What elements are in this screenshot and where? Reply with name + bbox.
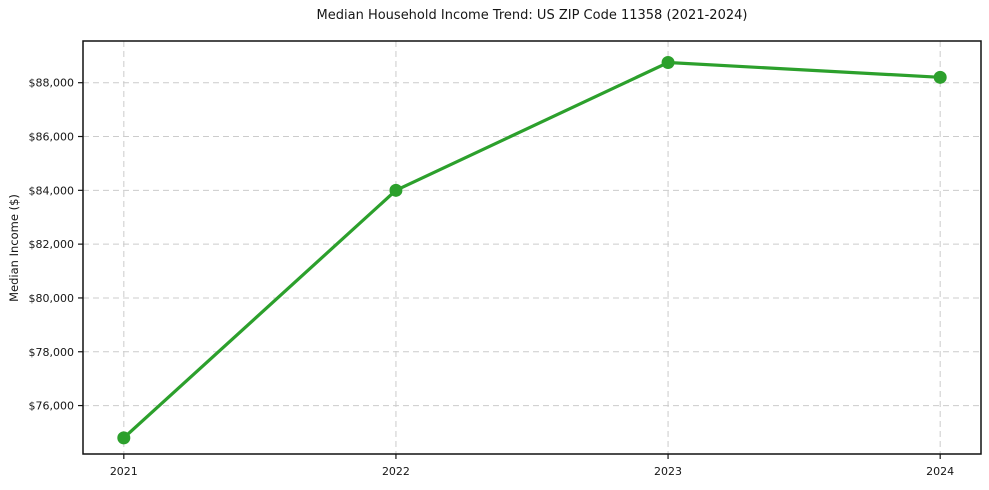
- y-tick-label: $80,000: [29, 292, 75, 305]
- y-tick-label: $86,000: [29, 131, 75, 144]
- y-tick-label: $84,000: [29, 184, 75, 197]
- x-tick-label: 2021: [110, 465, 138, 478]
- data-point-2024: [933, 70, 947, 84]
- income-trend-line: [122, 60, 941, 440]
- data-point-2023: [661, 56, 675, 70]
- y-tick-label: $76,000: [29, 400, 75, 413]
- y-tick-label: $82,000: [29, 238, 75, 251]
- chart-title: Median Household Income Trend: US ZIP Co…: [316, 8, 748, 23]
- data-point-2022: [389, 183, 403, 197]
- x-tick-label: 2022: [382, 465, 410, 478]
- data-point-2021: [117, 431, 131, 445]
- y-tick-label: $78,000: [29, 346, 75, 359]
- y-tick-label: $88,000: [29, 77, 75, 90]
- x-tick-label: 2024: [926, 465, 954, 478]
- plot-border: [82, 40, 982, 455]
- x-tick-label: 2023: [654, 465, 682, 478]
